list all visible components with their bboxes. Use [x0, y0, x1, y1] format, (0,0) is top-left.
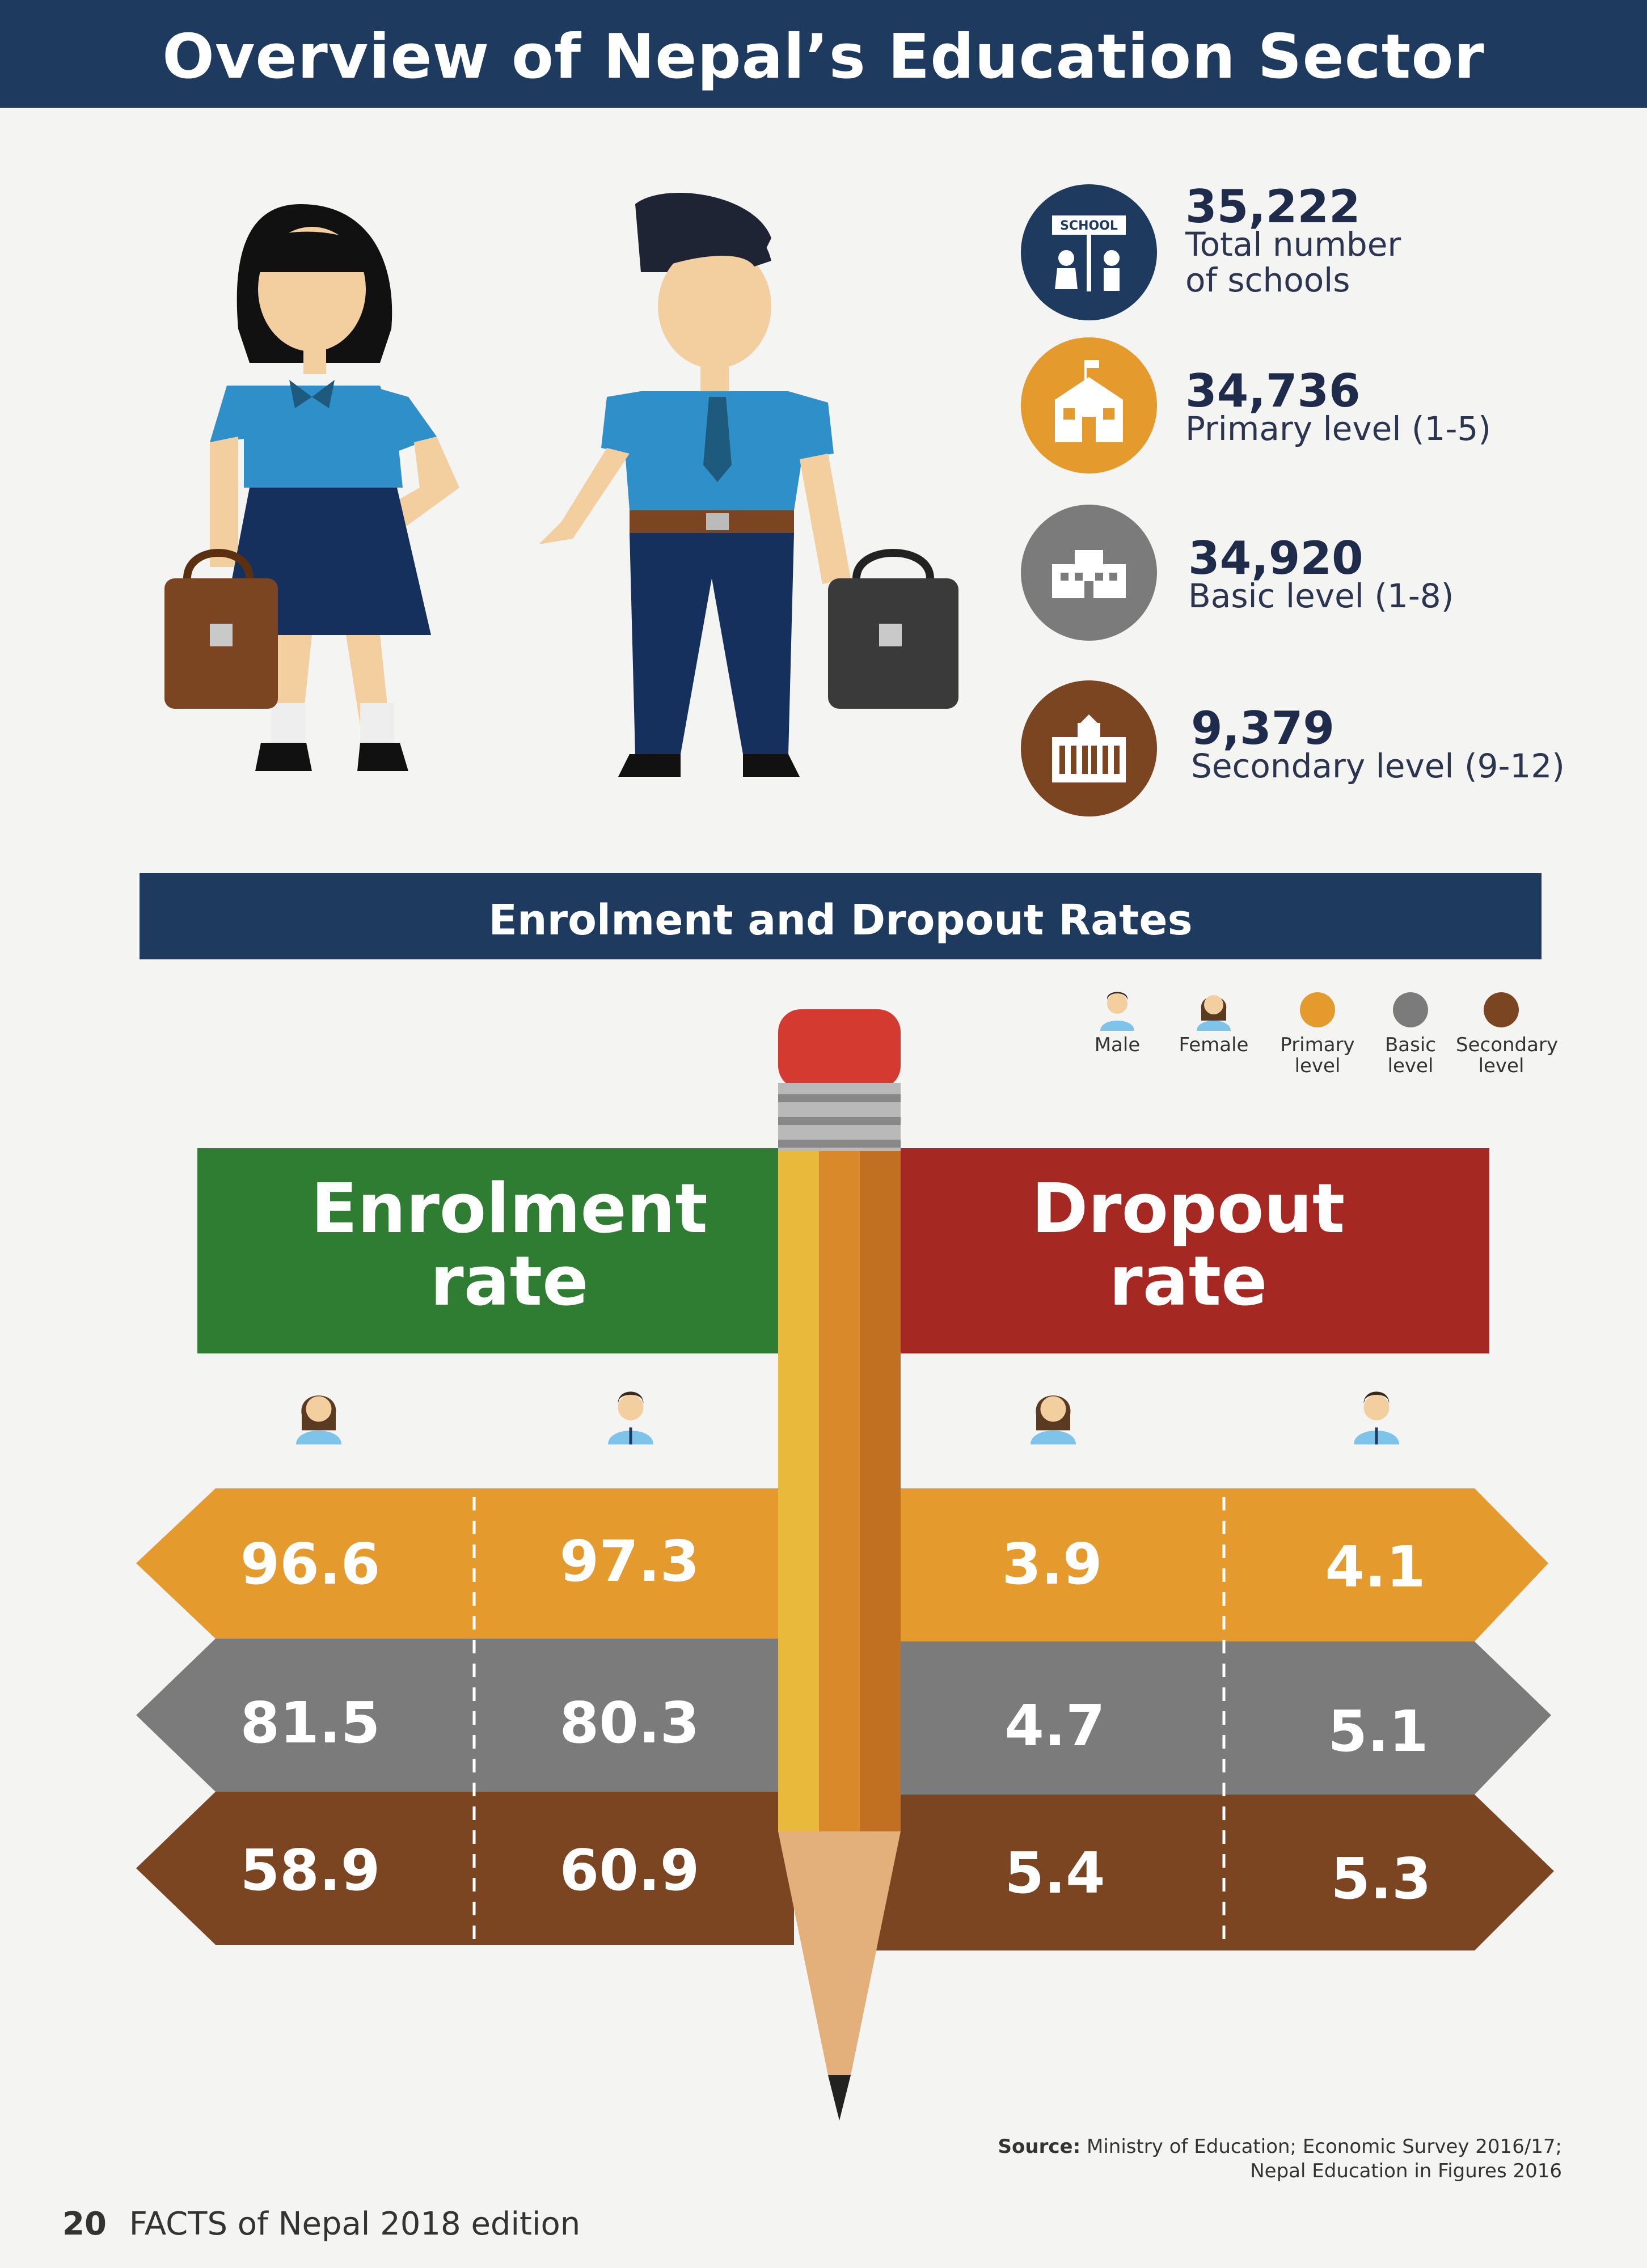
legend-label-secondary-line1: Secondary — [1456, 1034, 1559, 1056]
dropout-basic-male: 5.1 — [1328, 1698, 1429, 1765]
secondary-level-legend-swatch — [1484, 992, 1519, 1027]
girl-student-illustration — [164, 204, 459, 771]
dropout-title-line1: Dropout — [1031, 1170, 1345, 1249]
dropout-header-box — [873, 1148, 1489, 1353]
primary-level-legend-swatch — [1300, 992, 1335, 1027]
stat-label-secondary: Secondary level (9-12) — [1191, 747, 1565, 785]
primary-school-building-icon — [1021, 337, 1157, 473]
legend-label-secondary-line2: level — [1478, 1055, 1524, 1077]
enrolment-primary-male: 97.3 — [559, 1528, 700, 1594]
basic-level-legend-swatch — [1393, 992, 1428, 1027]
school-sign-text: SCHOOL — [1060, 219, 1118, 233]
stat-number-total: 35,222 — [1185, 180, 1361, 233]
legend-label-basic-line2: level — [1387, 1055, 1434, 1077]
stat-label-total-line2: of schools — [1185, 261, 1350, 299]
dropout-secondary-ribbon — [873, 1795, 1554, 1950]
pencil-illustration — [778, 1009, 901, 2121]
publication-name: FACTS of Nepal 2018 edition — [129, 2206, 581, 2242]
stat-label-total-line1: Total number — [1185, 225, 1401, 264]
dropout-title-line2: rate — [1109, 1242, 1268, 1321]
source-text-line2: Nepal Education in Figures 2016 — [1250, 2159, 1562, 2182]
students-illustration — [164, 193, 958, 777]
basic-school-building-icon — [1021, 505, 1157, 641]
section-banner — [140, 873, 1542, 959]
source-citation: Source: Ministry of Education; Economic … — [998, 2135, 1562, 2183]
enrolment-primary-female: 96.6 — [240, 1531, 381, 1597]
legend-label-primary-line2: level — [1294, 1055, 1341, 1077]
legend-label-female: Female — [1179, 1034, 1249, 1056]
dropout-basic-ribbon — [873, 1641, 1551, 1795]
dropout-secondary-female: 5.4 — [1004, 1840, 1105, 1906]
stat-label-primary: Primary level (1-5) — [1185, 409, 1491, 448]
page-title: Overview of Nepal’s Education Sector — [162, 22, 1485, 92]
stat-number-primary: 34,736 — [1185, 365, 1361, 417]
page-footer: 20 FACTS of Nepal 2018 edition — [62, 2206, 580, 2242]
male-column-icon-dropout — [1354, 1391, 1399, 1445]
enrolment-basic-female: 81.5 — [240, 1690, 381, 1756]
source-text-line1: Ministry of Education; Economic Survey 2… — [1086, 2135, 1562, 2158]
enrolment-basic-ribbon — [136, 1639, 794, 1792]
enrolment-title-line2: rate — [430, 1242, 589, 1321]
rate-ribbons — [136, 1488, 1554, 1950]
stat-label-basic: Basic level (1-8) — [1188, 577, 1454, 615]
dropout-primary-ribbon — [873, 1488, 1548, 1641]
stat-number-basic: 34,920 — [1188, 532, 1363, 585]
source-label: Source: — [998, 2135, 1081, 2158]
dropout-primary-male: 4.1 — [1325, 1534, 1426, 1600]
school-sign-icon: SCHOOL — [1021, 184, 1157, 320]
legend-label-male: Male — [1094, 1034, 1141, 1056]
male-column-icon-enrolment — [608, 1391, 653, 1445]
male-legend-icon — [1100, 992, 1134, 1031]
enrolment-title-line1: Enrolment — [311, 1170, 708, 1249]
female-legend-icon — [1197, 995, 1231, 1031]
legend-label-basic-line1: Basic — [1384, 1034, 1436, 1056]
dropout-secondary-male: 5.3 — [1331, 1846, 1431, 1912]
female-column-icon-enrolment — [296, 1395, 341, 1445]
boy-student-illustration — [539, 193, 958, 777]
enrolment-secondary-female: 58.9 — [240, 1837, 381, 1903]
enrolment-primary-ribbon — [136, 1488, 794, 1639]
enrolment-secondary-male: 60.9 — [559, 1837, 700, 1903]
female-column-icon-dropout — [1031, 1395, 1076, 1445]
section-title: Enrolment and Dropout Rates — [488, 896, 1193, 945]
dropout-primary-female: 3.9 — [1002, 1531, 1103, 1597]
secondary-school-building-icon — [1021, 680, 1157, 816]
enrolment-basic-male: 80.3 — [559, 1690, 700, 1756]
title-banner — [0, 0, 1647, 108]
enrolment-secondary-ribbon — [136, 1792, 794, 1945]
dropout-basic-female: 4.7 — [1004, 1692, 1105, 1759]
page-number: 20 — [62, 2206, 107, 2242]
enrolment-header-box — [197, 1148, 787, 1353]
stat-number-secondary: 9,379 — [1191, 702, 1335, 755]
legend-label-primary-line1: Primary — [1280, 1034, 1355, 1056]
